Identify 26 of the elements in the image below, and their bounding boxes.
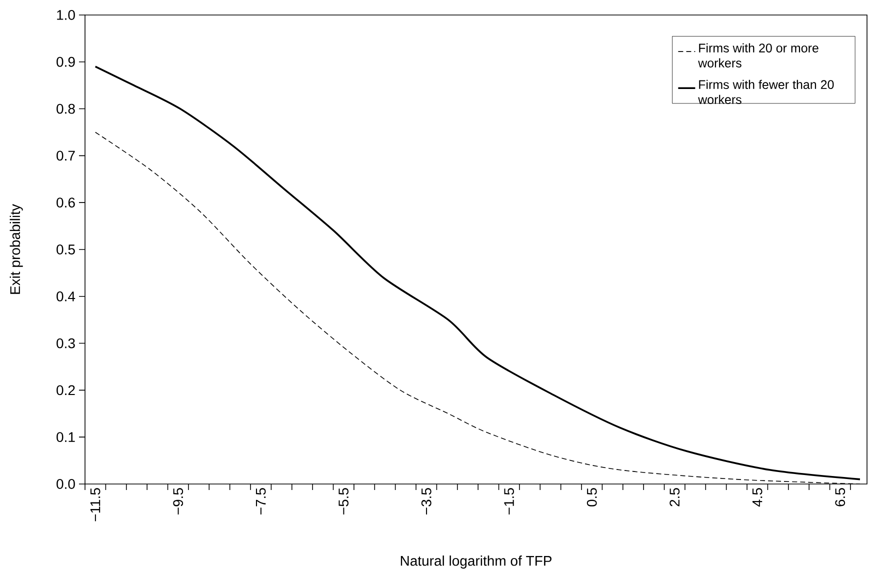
line-series	[94, 66, 861, 480]
x-tick-label: −11.5	[90, 488, 100, 522]
x-tick-label: −9.5	[173, 488, 184, 514]
legend-label: Firms with fewer than 20 workers	[698, 80, 834, 104]
x-tick-label: 0.5	[586, 488, 597, 506]
x-tick-label: 2.5	[670, 488, 680, 506]
y-tick-label: 0.6	[56, 198, 75, 208]
x-tick-label: 4.5	[752, 488, 762, 507]
x-tick-label: −5.5	[338, 488, 348, 514]
y-tick-label: 0.3	[56, 338, 75, 348]
x-axis-title: Natural logarithm of TFP	[400, 556, 552, 569]
y-tick-label: 0.9	[56, 56, 75, 67]
x-tick-label: −7.5	[256, 488, 266, 514]
y-tick-label: 0.5	[56, 244, 75, 254]
y-tick-label: 1.0	[57, 10, 75, 20]
y-tick-label: 0.1	[56, 432, 75, 442]
y-tick-label: 0.4	[56, 291, 76, 302]
y-axis-title: Exit probability	[10, 204, 23, 294]
y-tick-label: 0.7	[56, 150, 75, 161]
y-tick-label: 0.8	[56, 104, 75, 114]
x-tick-label: −3.5	[421, 488, 432, 514]
y-tick-label: 0.0	[56, 479, 75, 489]
legend-label: Firms with 20 or more workers	[698, 43, 818, 68]
y-tick-label: 0.2	[56, 385, 75, 396]
x-tick-label: −1.5	[504, 488, 514, 514]
x-tick-label: 6.5	[835, 488, 846, 506]
